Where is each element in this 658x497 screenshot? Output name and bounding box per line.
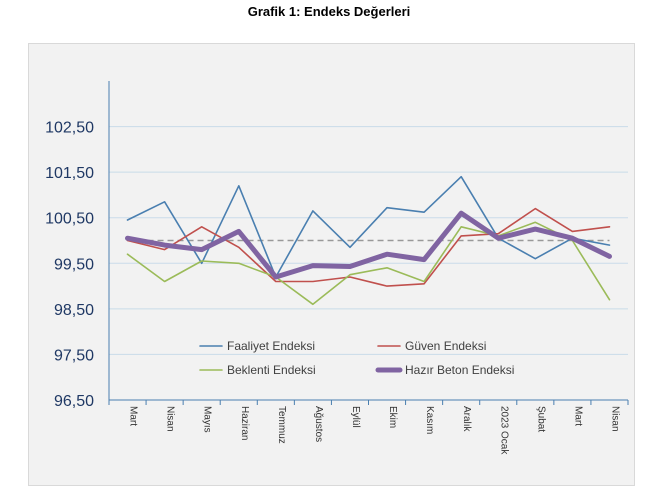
- x-tick-label: Ekim: [387, 406, 398, 428]
- x-tick-label: Mayıs: [202, 406, 213, 433]
- chart-title: Grafik 1: Endeks Değerleri: [247, 4, 411, 19]
- x-tick-label: Haziran: [239, 406, 250, 440]
- x-tick-label: Mart: [128, 406, 139, 426]
- y-tick-label: 97,50: [54, 347, 94, 364]
- x-tick-label: Nisan: [165, 406, 176, 432]
- x-tick-label: Eylül: [350, 406, 361, 428]
- y-tick-label: 101,50: [45, 165, 94, 182]
- series-faaliyet-endeksi: [126, 175, 611, 278]
- series-guven-endeksi: [126, 207, 611, 287]
- x-tick-label: Mart: [572, 406, 583, 426]
- x-tick-label: Nisan: [609, 406, 620, 432]
- y-tick-label: 102,50: [45, 120, 94, 137]
- legend-label: Güven Endeksi: [405, 339, 486, 353]
- x-tick-label: Aralık: [461, 406, 472, 433]
- series-hazir-beton-endeksi: [125, 210, 612, 280]
- legend-label: Faaliyet Endeksi: [227, 339, 315, 353]
- y-tick-label: 99,50: [54, 256, 94, 273]
- x-tick-label: Şubat: [535, 406, 546, 432]
- y-tick-label: 98,50: [54, 302, 94, 319]
- legend-label: Beklenti Endeksi: [227, 363, 316, 377]
- x-tick-label: Kasım: [424, 406, 435, 434]
- x-tick-label: 2023 Ocak: [498, 406, 509, 455]
- x-tick-label: Ağustos: [313, 406, 324, 442]
- x-tick-label: Temmuz: [276, 406, 287, 444]
- series-beklenti-endeksi: [126, 221, 611, 306]
- legend-label: Hazır Beton Endeksi: [405, 363, 514, 377]
- y-tick-label: 96,50: [54, 393, 94, 410]
- y-tick-label: 100,50: [45, 211, 94, 228]
